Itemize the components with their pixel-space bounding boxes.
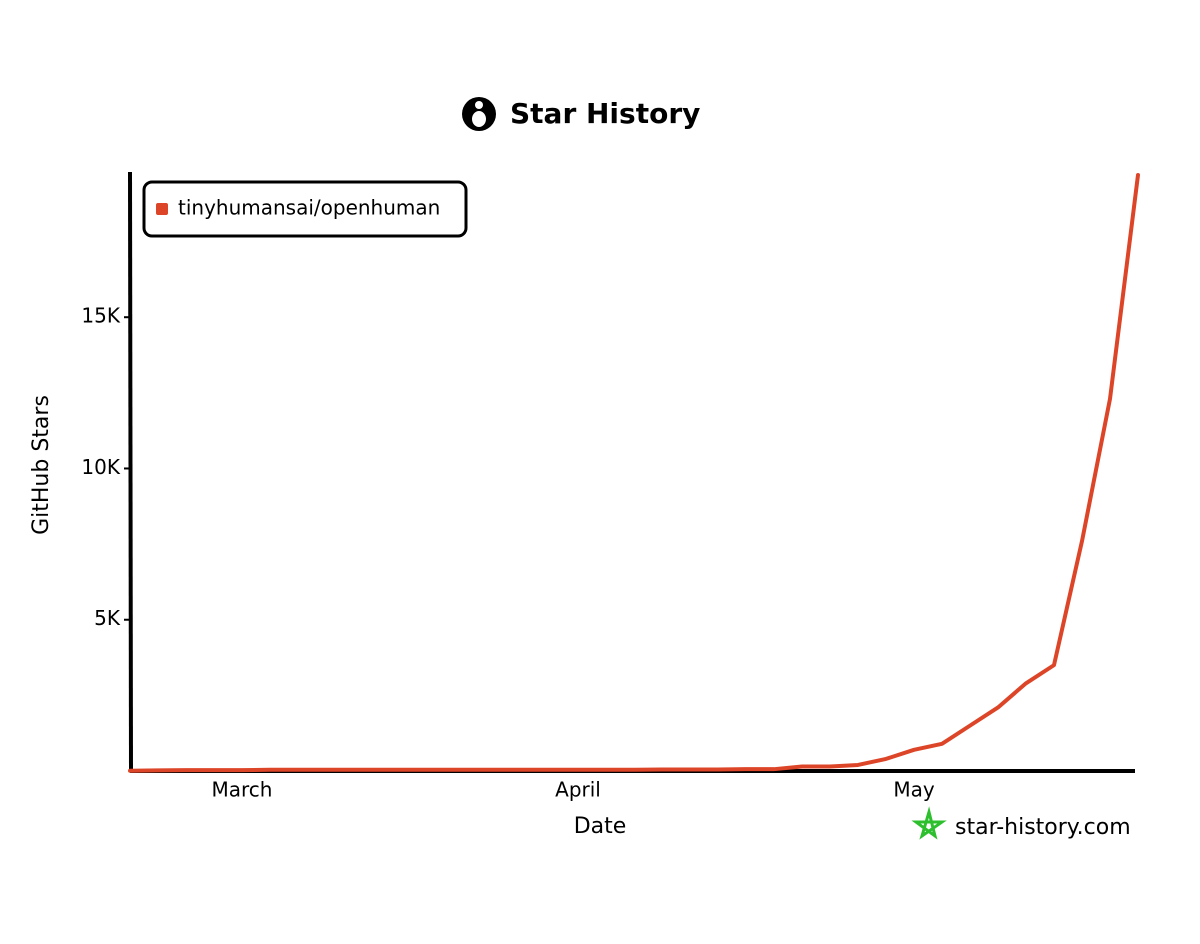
y-axis [128,171,133,773]
watermark-icon [911,806,947,840]
x-axis-label: Date [574,814,627,839]
x-tick-label: March [212,778,273,802]
legend-box [142,180,468,238]
series-line [128,173,1140,773]
legend-label: tinyhumansai/openhuman [178,196,440,220]
x-tick-label: April [555,778,601,802]
chart-title: Star History [510,97,700,130]
y-axis-label: GitHub Stars [29,395,54,535]
y-tick-label: 10K [81,455,120,479]
title-icon [462,97,496,131]
y-tick-label: 15K [81,304,120,328]
legend-swatch [156,203,168,215]
x-tick-label: May [893,778,935,802]
y-tick-label: 5K [94,606,121,630]
watermark: star-history.com [955,815,1131,840]
